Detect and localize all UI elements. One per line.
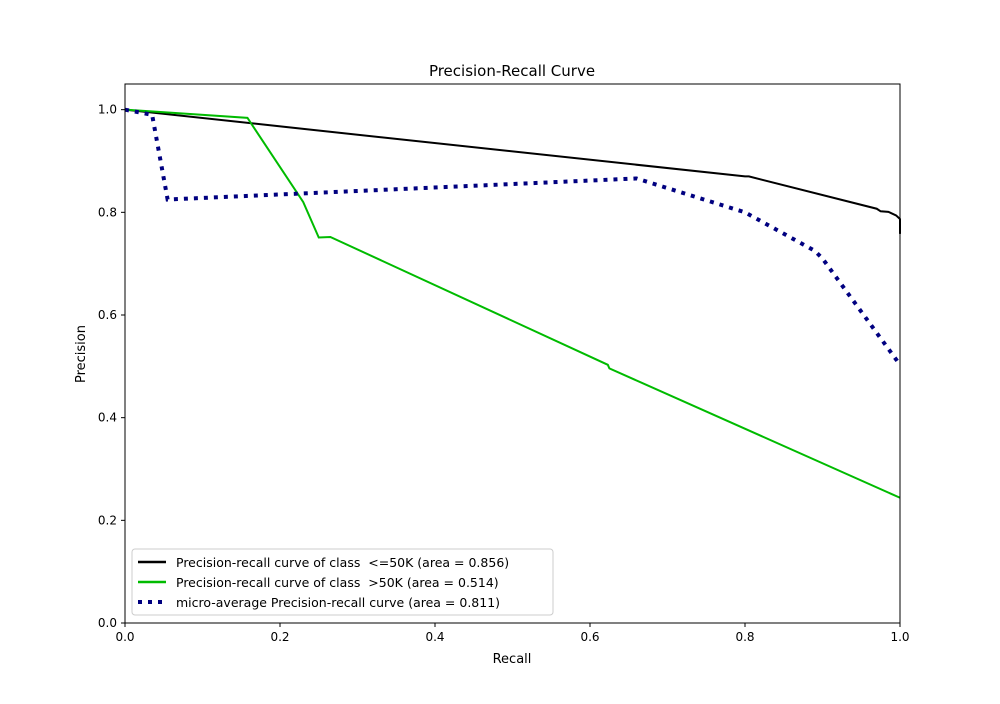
legend-label-0: Precision-recall curve of class <=50K (a… — [176, 555, 509, 570]
x-tick-label: 0.4 — [425, 630, 444, 644]
axes-frame — [124, 83, 901, 624]
y-tick-label: 0.0 — [98, 616, 117, 630]
x-tick-label: 0.2 — [270, 630, 289, 644]
series-line-1 — [124, 108, 901, 499]
x-tick-label: 0.6 — [580, 630, 599, 644]
chart-title: Precision-Recall Curve — [429, 62, 595, 80]
y-tick-label: 0.4 — [98, 411, 117, 425]
legend-label-2: micro-average Precision-recall curve (ar… — [176, 595, 500, 610]
legend-box — [131, 548, 554, 616]
y-tick-label: 0.2 — [98, 513, 117, 527]
x-tick-label: 0.0 — [115, 630, 134, 644]
x-tick-label: 1.0 — [890, 630, 909, 644]
y-tick-label: 1.0 — [98, 103, 117, 117]
y-tick-label: 0.6 — [98, 308, 117, 322]
y-tick-label: 0.8 — [98, 205, 117, 219]
y-axis-label: Precision — [74, 325, 89, 383]
x-axis-label: Recall — [493, 652, 532, 667]
series-line-2 — [124, 107, 902, 366]
legend-label-1: Precision-recall curve of class >50K (ar… — [176, 575, 499, 590]
legend: Precision-recall curve of class <=50K (a… — [131, 548, 554, 616]
series-line-0 — [124, 108, 901, 234]
x-tick-label: 0.8 — [735, 630, 754, 644]
